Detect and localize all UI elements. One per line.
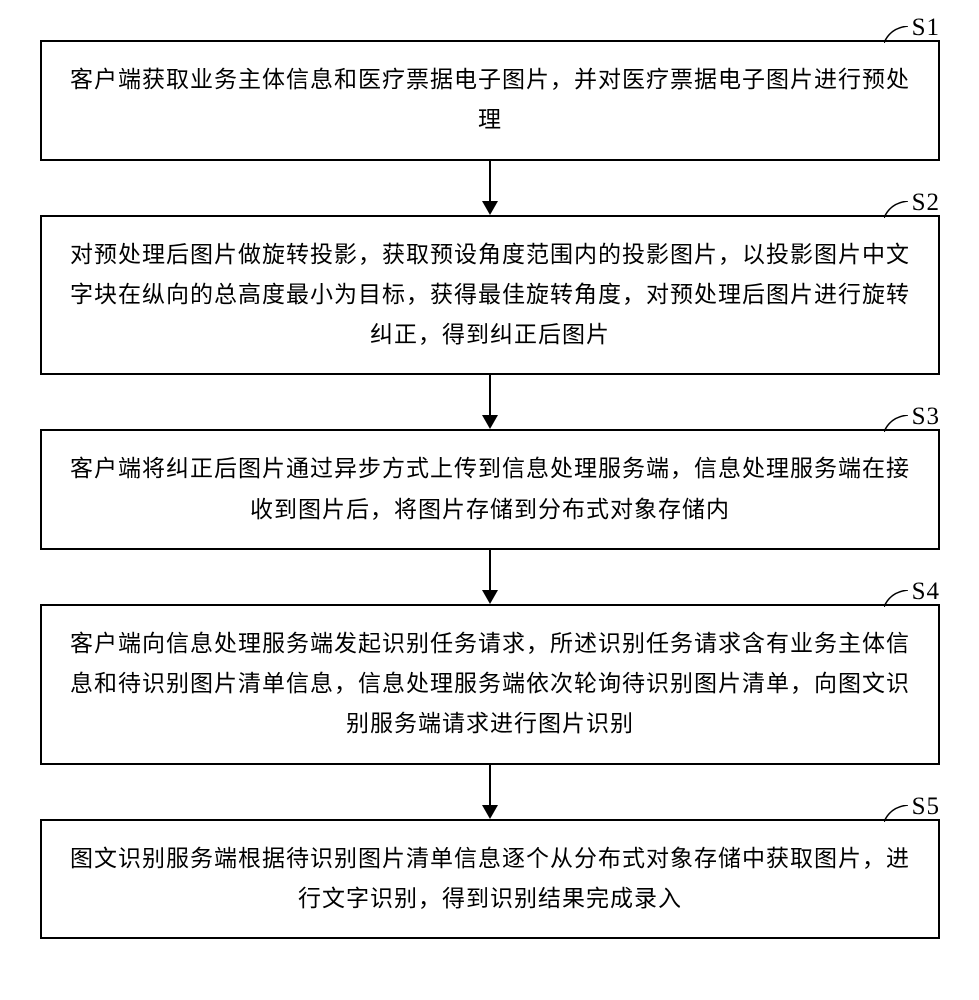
step-box-s3: S3 客户端将纠正后图片通过异步方式上传到信息处理服务端，信息处理服务端在接收到… bbox=[40, 429, 940, 550]
arrow-down-icon bbox=[478, 550, 502, 604]
step-text-s1: 客户端获取业务主体信息和医疗票据电子图片，并对医疗票据电子图片进行预处理 bbox=[70, 67, 910, 132]
callout-curve-icon bbox=[884, 26, 908, 43]
step-text-s5: 图文识别服务端根据待识别图片清单信息逐个从分布式对象存储中获取图片，进行文字识别… bbox=[70, 846, 910, 911]
arrow-down-icon bbox=[478, 161, 502, 215]
flowchart-container: S1 客户端获取业务主体信息和医疗票据电子图片，并对医疗票据电子图片进行预处理 … bbox=[40, 40, 940, 939]
arrow-s3-s4 bbox=[40, 550, 940, 604]
arrow-down-icon bbox=[478, 765, 502, 819]
arrow-s1-s2 bbox=[40, 161, 940, 215]
step-label-s5: S5 bbox=[912, 785, 940, 829]
step-box-s1: S1 客户端获取业务主体信息和医疗票据电子图片，并对医疗票据电子图片进行预处理 bbox=[40, 40, 940, 161]
step-label-s4: S4 bbox=[912, 570, 940, 614]
step-text-s3: 客户端将纠正后图片通过异步方式上传到信息处理服务端，信息处理服务端在接收到图片后… bbox=[70, 456, 910, 521]
step-box-s2: S2 对预处理后图片做旋转投影，获取预设角度范围内的投影图片，以投影图片中文字块… bbox=[40, 215, 940, 376]
step-label-s1: S1 bbox=[912, 6, 940, 50]
step-text-s2: 对预处理后图片做旋转投影，获取预设角度范围内的投影图片，以投影图片中文字块在纵向… bbox=[70, 242, 910, 348]
step-box-s5: S5 图文识别服务端根据待识别图片清单信息逐个从分布式对象存储中获取图片，进行文… bbox=[40, 819, 940, 940]
arrow-s4-s5 bbox=[40, 765, 940, 819]
step-text-s4: 客户端向信息处理服务端发起识别任务请求，所述识别任务请求含有业务主体信息和待识别… bbox=[70, 631, 910, 737]
arrow-down-icon bbox=[478, 375, 502, 429]
step-label-s2: S2 bbox=[912, 181, 940, 225]
step-box-s4: S4 客户端向信息处理服务端发起识别任务请求，所述识别任务请求含有业务主体信息和… bbox=[40, 604, 940, 765]
step-label-s3: S3 bbox=[912, 395, 940, 439]
arrow-s2-s3 bbox=[40, 375, 940, 429]
